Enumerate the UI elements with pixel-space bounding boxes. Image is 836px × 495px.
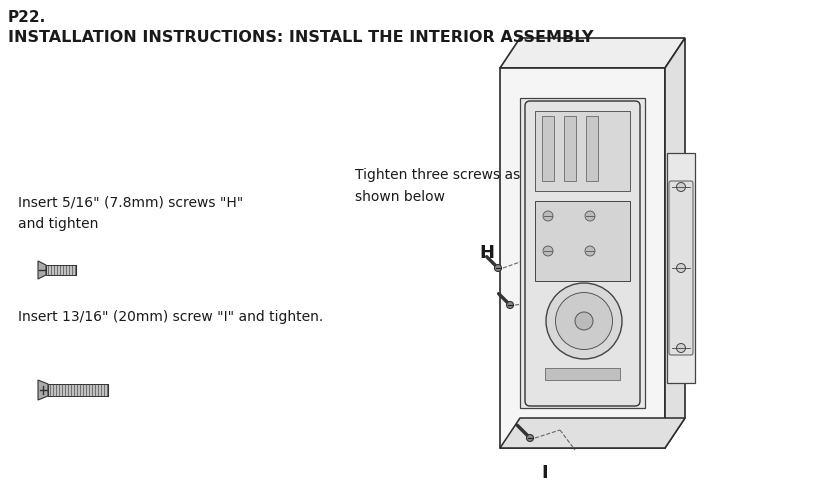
Ellipse shape [507,301,513,308]
Text: shown below: shown below [355,190,445,204]
Polygon shape [500,418,685,448]
Polygon shape [38,261,46,279]
Ellipse shape [543,246,553,256]
Text: Insert 13/16" (20mm) screw "I" and tighten.: Insert 13/16" (20mm) screw "I" and tight… [18,310,324,324]
Ellipse shape [495,264,502,271]
Text: INSTALLATION INSTRUCTIONS: INSTALL THE INTERIOR ASSEMBLY: INSTALLATION INSTRUCTIONS: INSTALL THE I… [8,30,594,45]
Ellipse shape [527,435,533,442]
Ellipse shape [555,293,613,349]
Ellipse shape [543,211,553,221]
Text: and tighten: and tighten [18,217,99,231]
Polygon shape [665,38,685,448]
Bar [535,201,630,281]
Ellipse shape [676,344,686,352]
Ellipse shape [676,263,686,273]
Ellipse shape [585,211,595,221]
Bar [667,153,695,383]
Polygon shape [46,265,76,275]
Ellipse shape [575,312,593,330]
Polygon shape [500,68,665,448]
FancyBboxPatch shape [525,101,640,406]
Text: H: H [480,244,495,262]
Bar [564,116,576,181]
Bar [542,116,554,181]
Polygon shape [500,38,685,68]
Bar [520,98,645,408]
Bar [586,116,598,181]
Polygon shape [48,384,108,396]
FancyBboxPatch shape [669,181,693,355]
Text: Insert 5/16" (7.8mm) screws "H": Insert 5/16" (7.8mm) screws "H" [18,195,243,209]
Bar [535,111,630,191]
Polygon shape [38,380,48,400]
Text: I: I [542,464,548,482]
Bar [545,368,620,380]
Text: Tighten three screws as: Tighten three screws as [355,168,520,182]
Text: P22.: P22. [8,10,46,25]
Ellipse shape [676,183,686,192]
Ellipse shape [546,283,622,359]
Ellipse shape [585,246,595,256]
